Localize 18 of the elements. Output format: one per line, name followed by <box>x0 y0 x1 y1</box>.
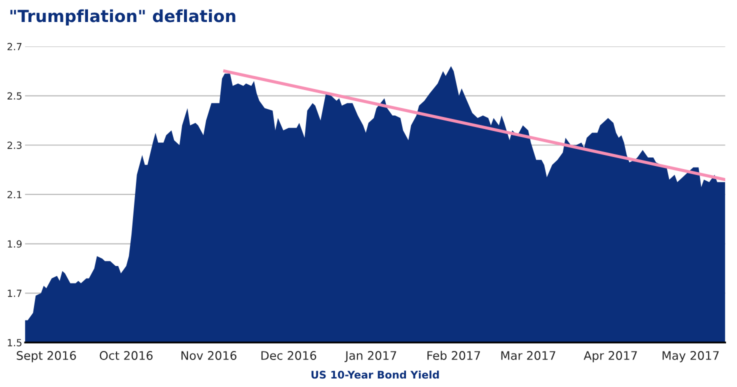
y-tick-label: 1.7 <box>8 290 22 297</box>
x-axis-title: US 10-Year Bond Yield <box>312 370 439 379</box>
y-tick-label: 2.1 <box>8 190 22 198</box>
y-tick-label: 1.9 <box>8 240 22 248</box>
x-tick-label: May 2017 <box>662 351 719 362</box>
x-tick-label: Jan 2017 <box>344 351 396 362</box>
x-tick-label: Oct 2016 <box>100 351 153 360</box>
y-tick-label: 1.5 <box>8 339 22 346</box>
x-tick-label: Feb 2017 <box>427 350 480 360</box>
x-tick-label: Apr 2017 <box>584 351 637 362</box>
x-tick-label: Nov 2016 <box>181 351 236 360</box>
chart-title: "Trumpflation" deflation <box>10 9 236 26</box>
x-tick-label: Mar 2017 <box>501 351 556 360</box>
y-tick-label: 2.3 <box>8 142 22 149</box>
y-tick-label: 2.5 <box>8 92 22 100</box>
x-tick-label: Dec 2016 <box>261 351 316 360</box>
x-tick-label: Sept 2016 <box>16 351 76 362</box>
y-tick-label: 2.7 <box>8 42 22 50</box>
